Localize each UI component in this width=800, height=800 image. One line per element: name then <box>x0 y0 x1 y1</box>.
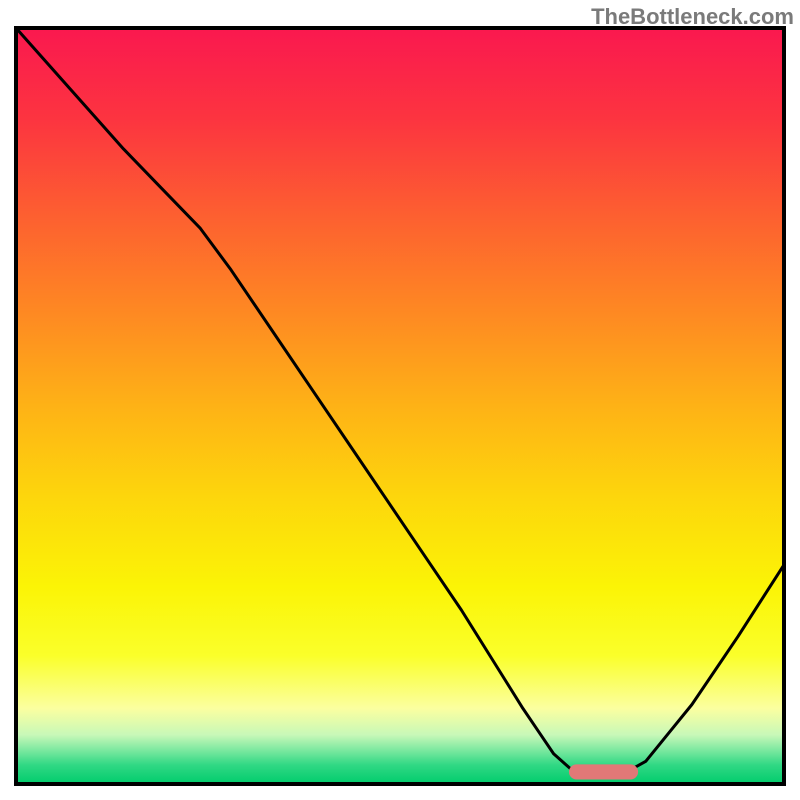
bottleneck-chart <box>0 0 800 800</box>
plot-background <box>16 28 784 784</box>
optimal-range-marker <box>569 764 638 779</box>
watermark-text: TheBottleneck.com <box>591 4 794 30</box>
figure-container: TheBottleneck.com <box>0 0 800 800</box>
